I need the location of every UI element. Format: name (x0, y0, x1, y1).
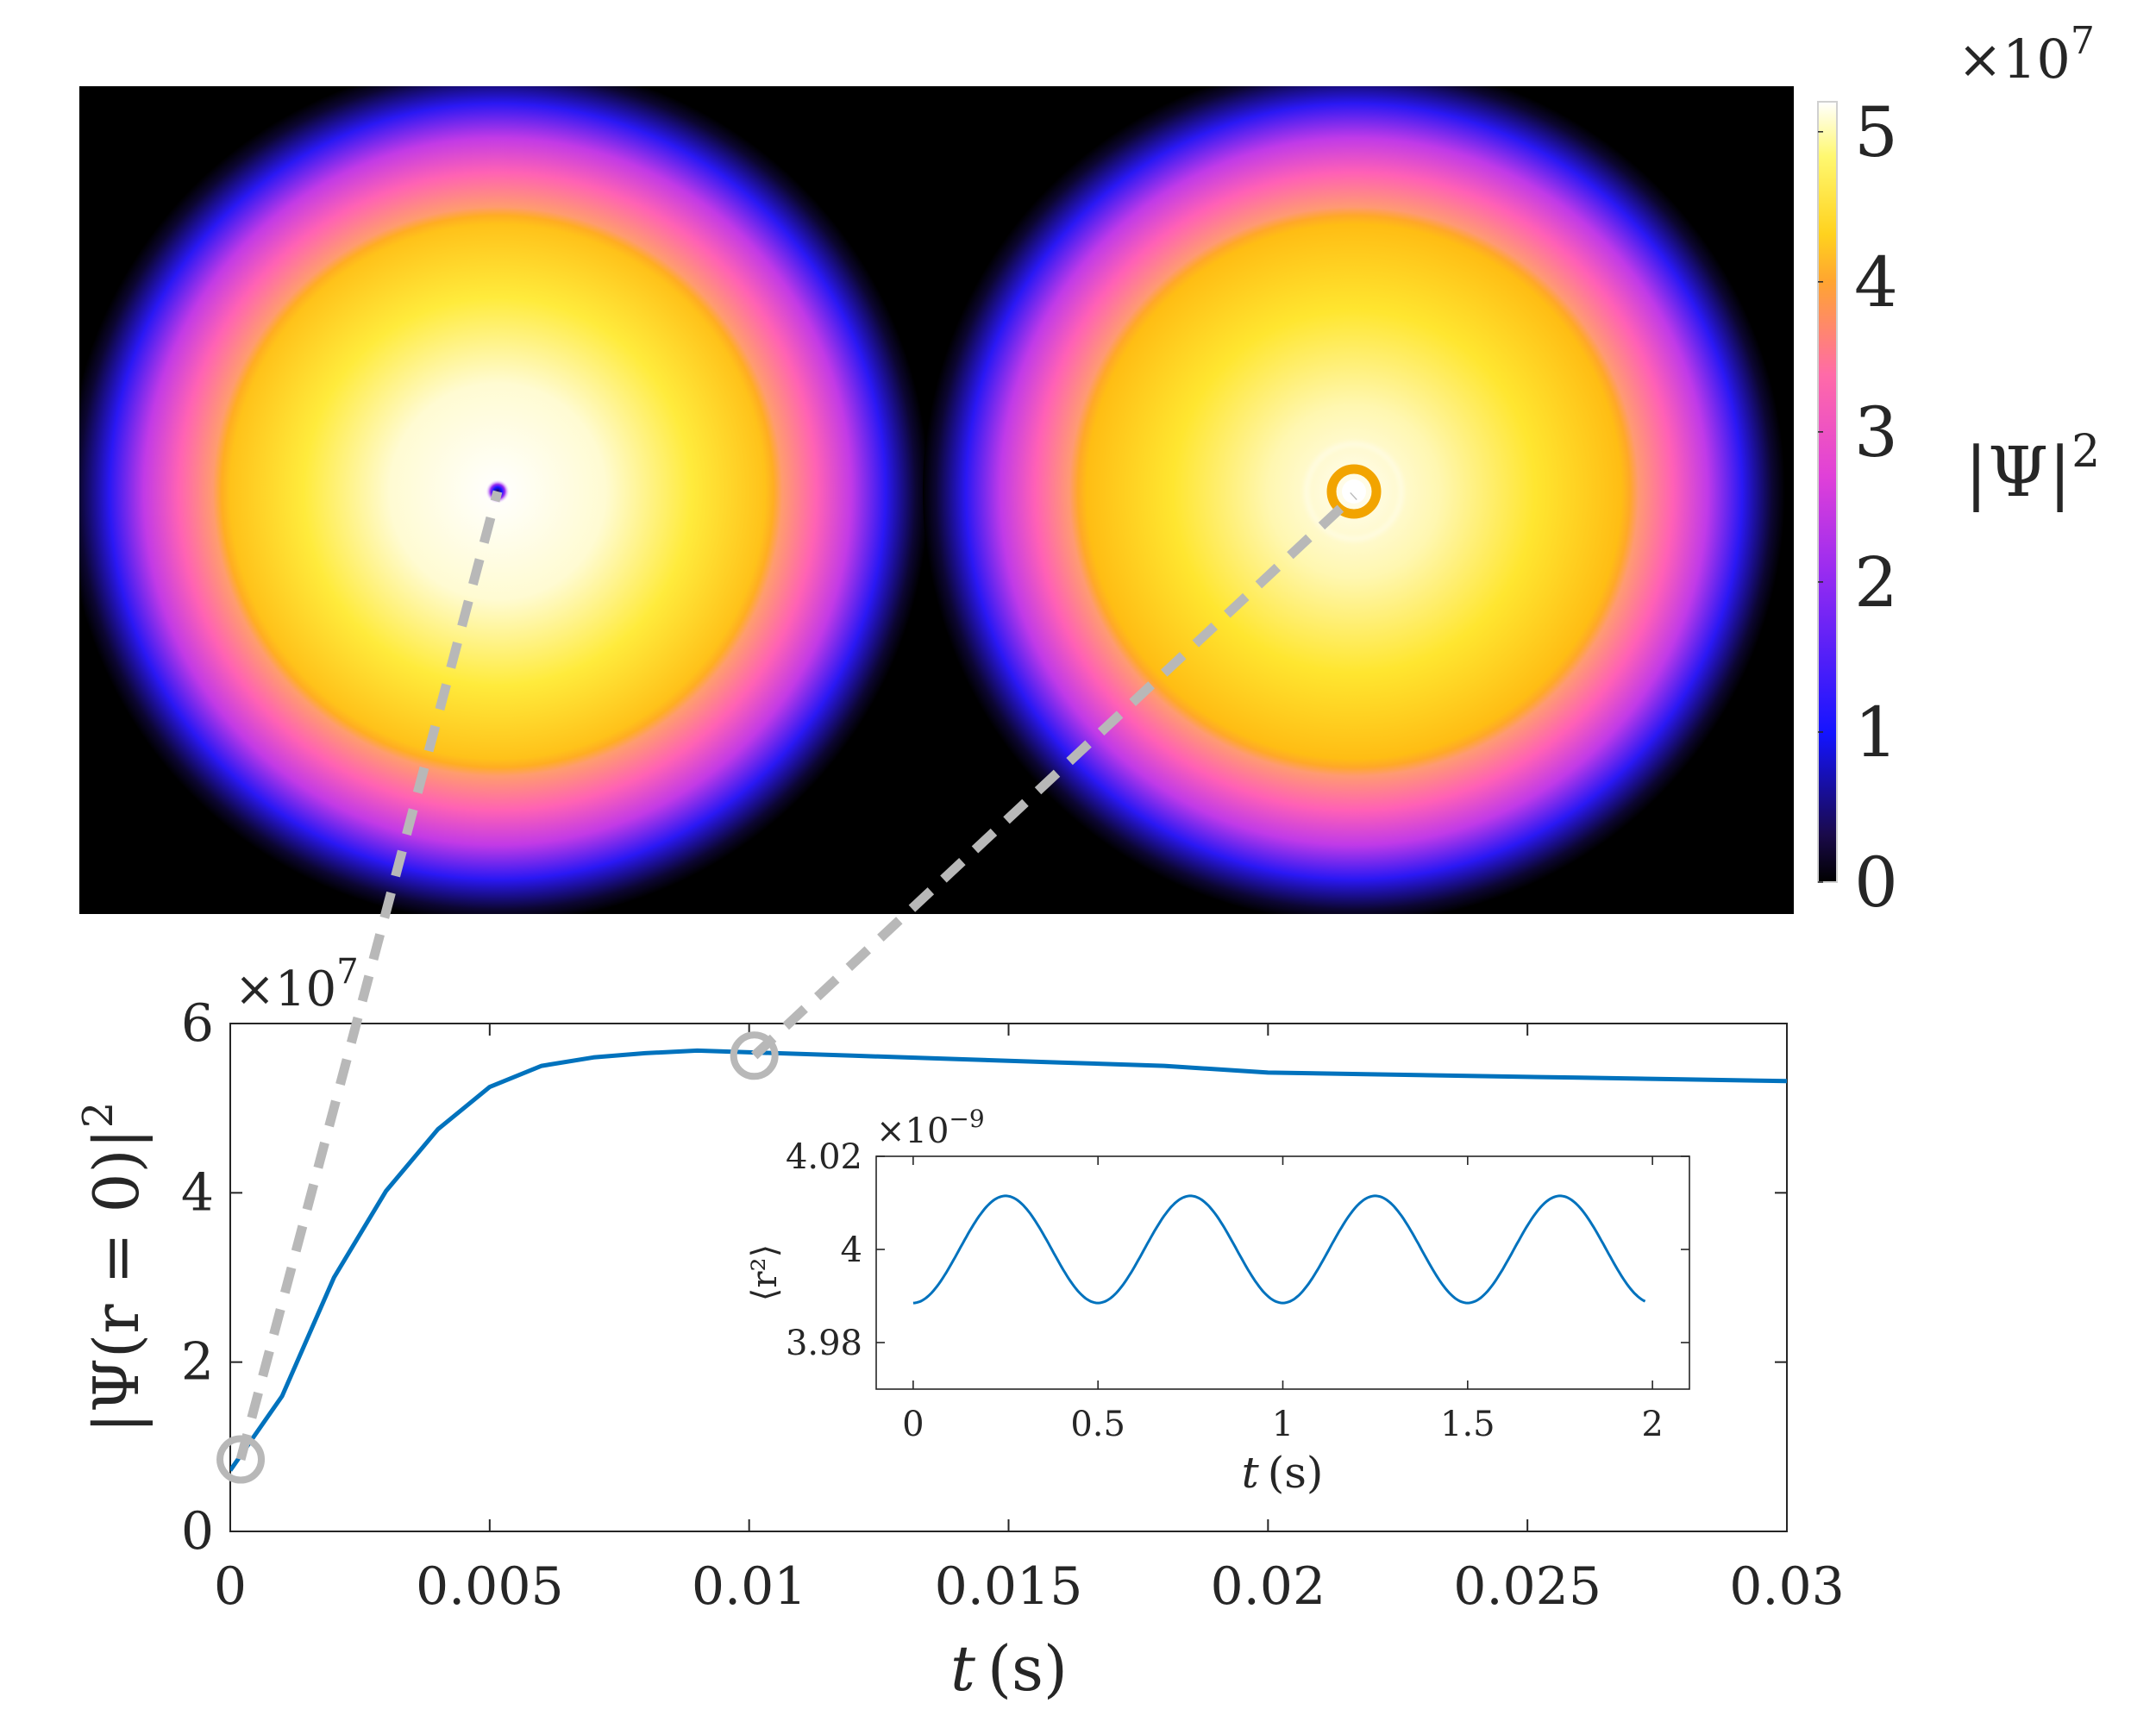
inset-y-label: ⟨r²⟩ (745, 1244, 785, 1301)
inset-x-tick-label: 0.5 (1070, 1405, 1125, 1444)
main-y-tick-label: 0 (181, 1501, 214, 1562)
time-marker (730, 1031, 779, 1080)
inset-series-line (912, 1194, 1646, 1305)
inset-x-tick-label: 1 (1272, 1405, 1294, 1444)
density-maps (79, 86, 1794, 914)
colorbar-ticks: 0 1 2 3 4 5 (1818, 92, 1898, 923)
inset-axes-box (875, 1155, 1690, 1390)
time-marker (216, 1435, 266, 1484)
main-x-tick-label: 0.005 (416, 1556, 564, 1617)
inset-x-tick-label: 0 (902, 1405, 924, 1444)
main-series (230, 1048, 1787, 1472)
main-x-tick-label: 0.025 (1453, 1556, 1601, 1617)
inset-chart: 0 0.5 1 1.5 2 3.98 4 4.02 ×10−9 t (s) ⟨r²⟩ (745, 1105, 1690, 1498)
connectors (216, 490, 1357, 1484)
colorbar-exponent: ×107 (1958, 19, 2095, 91)
main-x-tick-label: 0.02 (1211, 1556, 1326, 1617)
connector-line (750, 491, 1357, 1060)
inset-x-label: t (s) (1242, 1448, 1324, 1498)
colorbar-tick-label: 2 (1854, 542, 1898, 623)
colorbar-tick-label: 3 (1854, 392, 1898, 473)
main-ticks: 0 0.005 0.01 0.015 0.02 0.025 0.03 0 2 4 6 (181, 993, 1845, 1617)
main-x-tick-label: 0 (214, 1556, 247, 1617)
colorbar-tick-label: 1 (1854, 692, 1898, 773)
main-x-tick-label: 0.015 (935, 1556, 1083, 1617)
inset-y-tick-label: 4 (841, 1230, 862, 1270)
vortex-ring-faint (1305, 442, 1403, 541)
main-x-tick-label: 0.01 (692, 1556, 807, 1617)
main-y-exponent: ×107 (235, 952, 359, 1017)
main-y-tick-label: 6 (181, 993, 214, 1054)
main-y-label: |Ψ(r = 0)|2 (74, 1102, 153, 1434)
colorbar-tick-label: 4 (1854, 242, 1898, 322)
connector-line (235, 490, 503, 1461)
colorbar-tick-label: 5 (1854, 92, 1898, 172)
vortex-ring-bright (1326, 464, 1382, 519)
colorbar: 0 1 2 3 4 5 ×107 |Ψ|2 (1817, 19, 2100, 923)
colorbar-fill (1817, 101, 1838, 883)
inset-y-exponent: ×10−9 (876, 1105, 985, 1151)
inset-ticks: 0 0.5 1 1.5 2 3.98 4 4.02 (786, 1137, 1689, 1444)
main-y-tick-label: 2 (181, 1332, 214, 1393)
vortex-ring-center (1342, 479, 1366, 504)
inset-y-tick-label: 3.98 (786, 1324, 862, 1363)
inset-series (912, 1194, 1646, 1305)
main-x-tick-label: 0.03 (1729, 1556, 1845, 1617)
colorbar-label: |Ψ|2 (1965, 426, 2100, 512)
inset-y-tick-label: 4.02 (786, 1137, 862, 1177)
main-y-tick-label: 4 (181, 1162, 214, 1223)
colorbar-tick-label: 0 (1854, 842, 1898, 923)
inset-x-tick-label: 1.5 (1440, 1405, 1495, 1444)
inset-x-tick-label: 2 (1641, 1405, 1663, 1444)
main-series-line (230, 1048, 1787, 1472)
main-x-label: t (s) (950, 1632, 1068, 1705)
